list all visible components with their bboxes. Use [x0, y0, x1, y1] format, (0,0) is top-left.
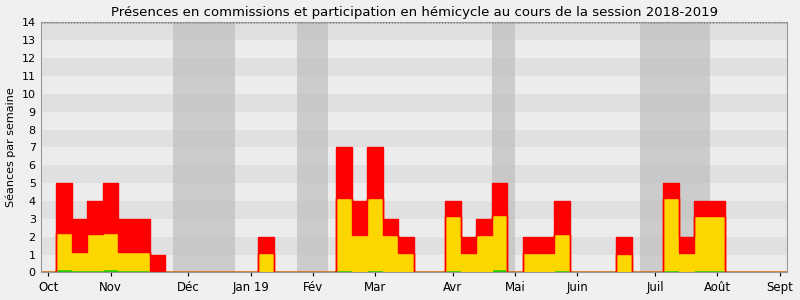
- Bar: [41, 165, 787, 183]
- Bar: [41, 237, 787, 255]
- Bar: [41, 183, 787, 201]
- Bar: [492, 22, 515, 272]
- Bar: [41, 255, 787, 272]
- Bar: [41, 112, 787, 130]
- Bar: [173, 22, 235, 272]
- Bar: [41, 148, 787, 165]
- Bar: [41, 22, 787, 40]
- Title: Présences en commissions et participation en hémicycle au cours de la session 20: Présences en commissions et participatio…: [110, 6, 718, 19]
- Bar: [41, 130, 787, 148]
- Bar: [41, 76, 787, 94]
- Bar: [298, 22, 329, 272]
- Bar: [41, 58, 787, 76]
- Bar: [41, 201, 787, 219]
- Bar: [41, 219, 787, 237]
- Bar: [41, 40, 787, 58]
- Bar: [640, 22, 710, 272]
- Y-axis label: Séances par semaine: Séances par semaine: [6, 88, 16, 207]
- Bar: [41, 94, 787, 112]
